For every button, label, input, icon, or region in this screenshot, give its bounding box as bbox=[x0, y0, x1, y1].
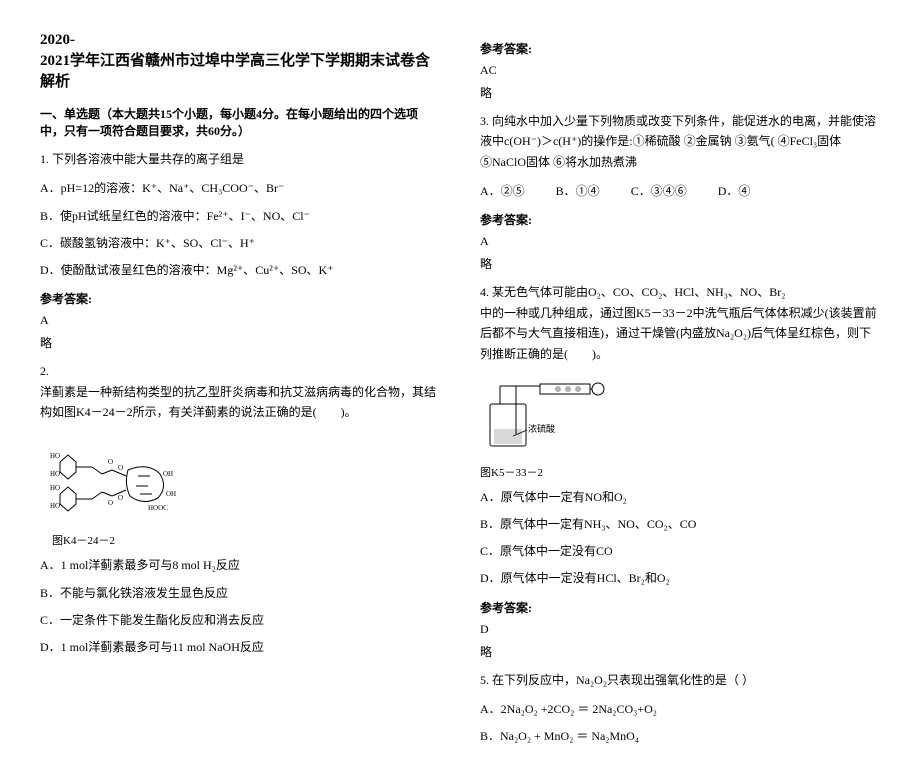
doc-title: 2020- 2021学年江西省赣州市过埠中学高三化学下学期期末试卷含解析 bbox=[40, 30, 440, 93]
q3-option-d: D．④ bbox=[718, 184, 751, 198]
q1-option-b: B．使pH试纸呈红色的溶液中：Fe²⁺、I⁻、NO、Cl⁻ bbox=[40, 207, 440, 226]
svg-text:HO: HO bbox=[50, 470, 60, 478]
q2-option-a: A．1 mol洋蓟素最多可与8 mol H₂反应 bbox=[40, 556, 440, 575]
q1-answer: A bbox=[40, 313, 440, 328]
q3-option-c: C．③④⑥ bbox=[631, 184, 687, 198]
q3-option-b: B．①④ bbox=[556, 184, 600, 198]
q4-option-b: B．原气体中一定有NH₃、NO、CO₂、CO bbox=[480, 515, 880, 534]
svg-text:HO: HO bbox=[50, 452, 60, 460]
molecule-figure: HO HO HO HO O O O O OH HOOC OH bbox=[48, 432, 440, 526]
svg-text:OH: OH bbox=[166, 490, 176, 498]
right-column: 参考答案: AC 略 3. 向纯水中加入少量下列物质或改变下列条件，能促进水的电… bbox=[480, 30, 880, 754]
title-line1: 2020- bbox=[40, 32, 75, 48]
q4-answer: D bbox=[480, 622, 880, 637]
svg-text:O: O bbox=[118, 494, 123, 502]
q3-answer: A bbox=[480, 234, 880, 249]
q1-stem: 1. 下列各溶液中能大量共存的离子组是 bbox=[40, 149, 440, 169]
q5-option-a: A．2Na₂O₂ +2CO₂ ＝ 2Na₂CO₃+O₂ bbox=[480, 700, 880, 719]
q1-option-a: A．pH=12的溶液：K⁺、Na⁺、CH₃COO⁻、Br⁻ bbox=[40, 179, 440, 198]
q2-answer-label: 参考答案: bbox=[480, 40, 880, 57]
q3-options-row: A．②⑤ B．①④ C．③④⑥ D．④ bbox=[480, 182, 880, 201]
q1-option-c: C．碳酸氢钠溶液中：K⁺、SO、Cl⁻、H⁺ bbox=[40, 234, 440, 253]
svg-text:O: O bbox=[108, 499, 113, 507]
washer-label: 浓硫酸 bbox=[528, 423, 555, 434]
apparatus-icon: 浓硫酸 bbox=[480, 374, 610, 454]
svg-text:HO: HO bbox=[50, 484, 60, 492]
title-line2: 2021学年江西省赣州市过埠中学高三化学下学期期末试卷含解析 bbox=[40, 53, 430, 90]
page-root: 2020- 2021学年江西省赣州市过埠中学高三化学下学期期末试卷含解析 一、单… bbox=[40, 30, 880, 754]
molecule-icon: HO HO HO HO O O O O OH HOOC OH bbox=[48, 432, 198, 522]
svg-text:O: O bbox=[118, 464, 123, 472]
q4-omit: 略 bbox=[480, 643, 880, 660]
q4-option-d: D．原气体中一定没有HCl、Br₂和O₂ bbox=[480, 569, 880, 588]
q2-omit: 略 bbox=[480, 84, 880, 101]
q3-omit: 略 bbox=[480, 255, 880, 272]
q4-stem: 4. 某无色气体可能由O₂、CO、CO₂、HCl、NH₃、NO、Br₂ 中的一种… bbox=[480, 282, 880, 364]
q4-option-c: C．原气体中一定没有CO bbox=[480, 542, 880, 561]
q3-answer-label: 参考答案: bbox=[480, 211, 880, 228]
q1-omit: 略 bbox=[40, 334, 440, 351]
q5-stem: 5. 在下列反应中，Na₂O₂只表现出强氧化性的是（ ） bbox=[480, 670, 880, 690]
q1-option-d: D．使酚酞试液呈红色的溶液中：Mg²⁺、Cu²⁺、SO、K⁺ bbox=[40, 261, 440, 280]
svg-text:OH: OH bbox=[163, 470, 173, 478]
svg-text:O: O bbox=[108, 458, 113, 466]
q2-stem: 2. 洋蓟素是一种新结构类型的抗乙型肝炎病毒和抗艾滋病病毒的化合物，其结构如图K… bbox=[40, 361, 440, 422]
q4-answer-label: 参考答案: bbox=[480, 599, 880, 616]
apparatus-figure: 浓硫酸 bbox=[480, 374, 880, 458]
q1-answer-label: 参考答案: bbox=[40, 290, 440, 307]
q2-option-c: C．一定条件下能发生酯化反应和消去反应 bbox=[40, 611, 440, 630]
q5-option-b: B．Na₂O₂ + MnO₂ ＝ Na₂MnO₄ bbox=[480, 727, 880, 746]
q2-option-b: B．不能与氯化铁溶液发生显色反应 bbox=[40, 584, 440, 603]
left-column: 2020- 2021学年江西省赣州市过埠中学高三化学下学期期末试卷含解析 一、单… bbox=[40, 30, 440, 754]
svg-text:HO: HO bbox=[50, 502, 60, 510]
q2-option-d: D．1 mol洋蓟素最多可与11 mol NaOH反应 bbox=[40, 638, 440, 657]
svg-text:HOOC: HOOC bbox=[148, 504, 168, 512]
q4-fig-label: 图K5－33－2 bbox=[480, 464, 880, 480]
q3-option-a: A．②⑤ bbox=[480, 184, 525, 198]
q2-answer: AC bbox=[480, 63, 880, 78]
q4-option-a: A．原气体中一定有NO和O₂ bbox=[480, 488, 880, 507]
section-header: 一、单选题（本大题共15个小题，每小题4分。在每小题给出的四个选项中，只有一项符… bbox=[40, 105, 440, 139]
q3-stem: 3. 向纯水中加入少量下列物质或改变下列条件，能促进水的电离，并能使溶液中c(O… bbox=[480, 111, 880, 172]
q2-fig-label: 图K4－24－2 bbox=[52, 532, 440, 548]
